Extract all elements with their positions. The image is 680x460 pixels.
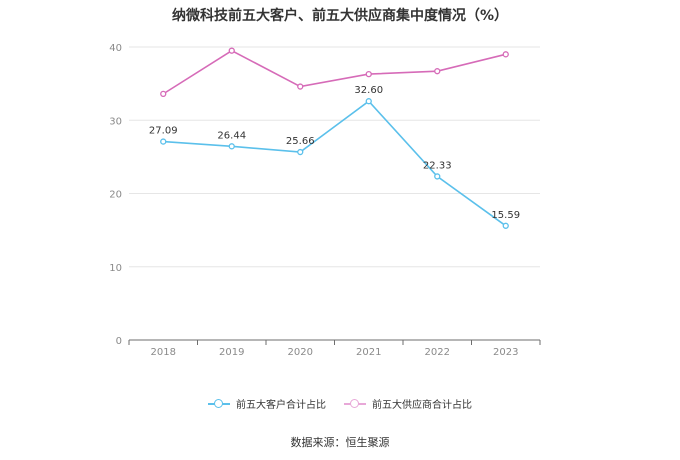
x-tick-label: 2023 [493, 347, 518, 358]
x-tick-label: 2018 [151, 347, 176, 358]
legend-suppliers-swatch-icon [344, 398, 366, 410]
data-point [297, 83, 304, 90]
data-point [434, 68, 441, 75]
chart-title: 纳微科技前五大客户、前五大供应商集中度情况（%） [171, 8, 509, 24]
legend-item-suppliers[interactable]: 前五大供应商合计占比 [344, 396, 472, 411]
data-point [228, 143, 235, 150]
source-note: 数据来源：恒生聚源 [290, 436, 390, 449]
x-tick-label: 2019 [219, 347, 244, 358]
data-label: 15.59 [491, 210, 520, 221]
data-label: 25.66 [286, 136, 315, 147]
legend-customers-swatch-icon [208, 398, 230, 410]
series-line [163, 100, 507, 227]
y-tick-label: 0 [116, 336, 122, 347]
x-tick-label: 2020 [288, 347, 313, 358]
legend-customers-label: 前五大客户合计占比 [236, 400, 326, 411]
x-tick-label: 2022 [425, 347, 450, 358]
data-point [228, 47, 235, 54]
data-point [160, 90, 167, 98]
data-point [365, 70, 372, 78]
data-label: 22.33 [423, 160, 452, 171]
data-point [434, 173, 441, 180]
data-label: 27.09 [149, 126, 178, 137]
data-label: 32.60 [354, 85, 383, 96]
legend-item-customers[interactable]: 前五大客户合计占比 [208, 396, 326, 411]
data-point [502, 51, 509, 58]
data-point [160, 138, 167, 145]
data-point [365, 98, 372, 105]
data-point [502, 222, 509, 229]
y-tick-label: 40 [109, 43, 122, 54]
x-tick-label: 2021 [356, 347, 381, 358]
y-tick-label: 20 [109, 190, 122, 201]
legend-suppliers-label: 前五大供应商合计占比 [372, 400, 472, 411]
series-line [162, 49, 506, 95]
y-tick-label: 10 [109, 263, 122, 274]
data-label: 26.44 [217, 130, 246, 141]
data-point [297, 148, 304, 156]
legend: 前五大客户合计占比 前五大供应商合计占比 [0, 396, 680, 411]
y-tick-label: 30 [109, 116, 122, 127]
